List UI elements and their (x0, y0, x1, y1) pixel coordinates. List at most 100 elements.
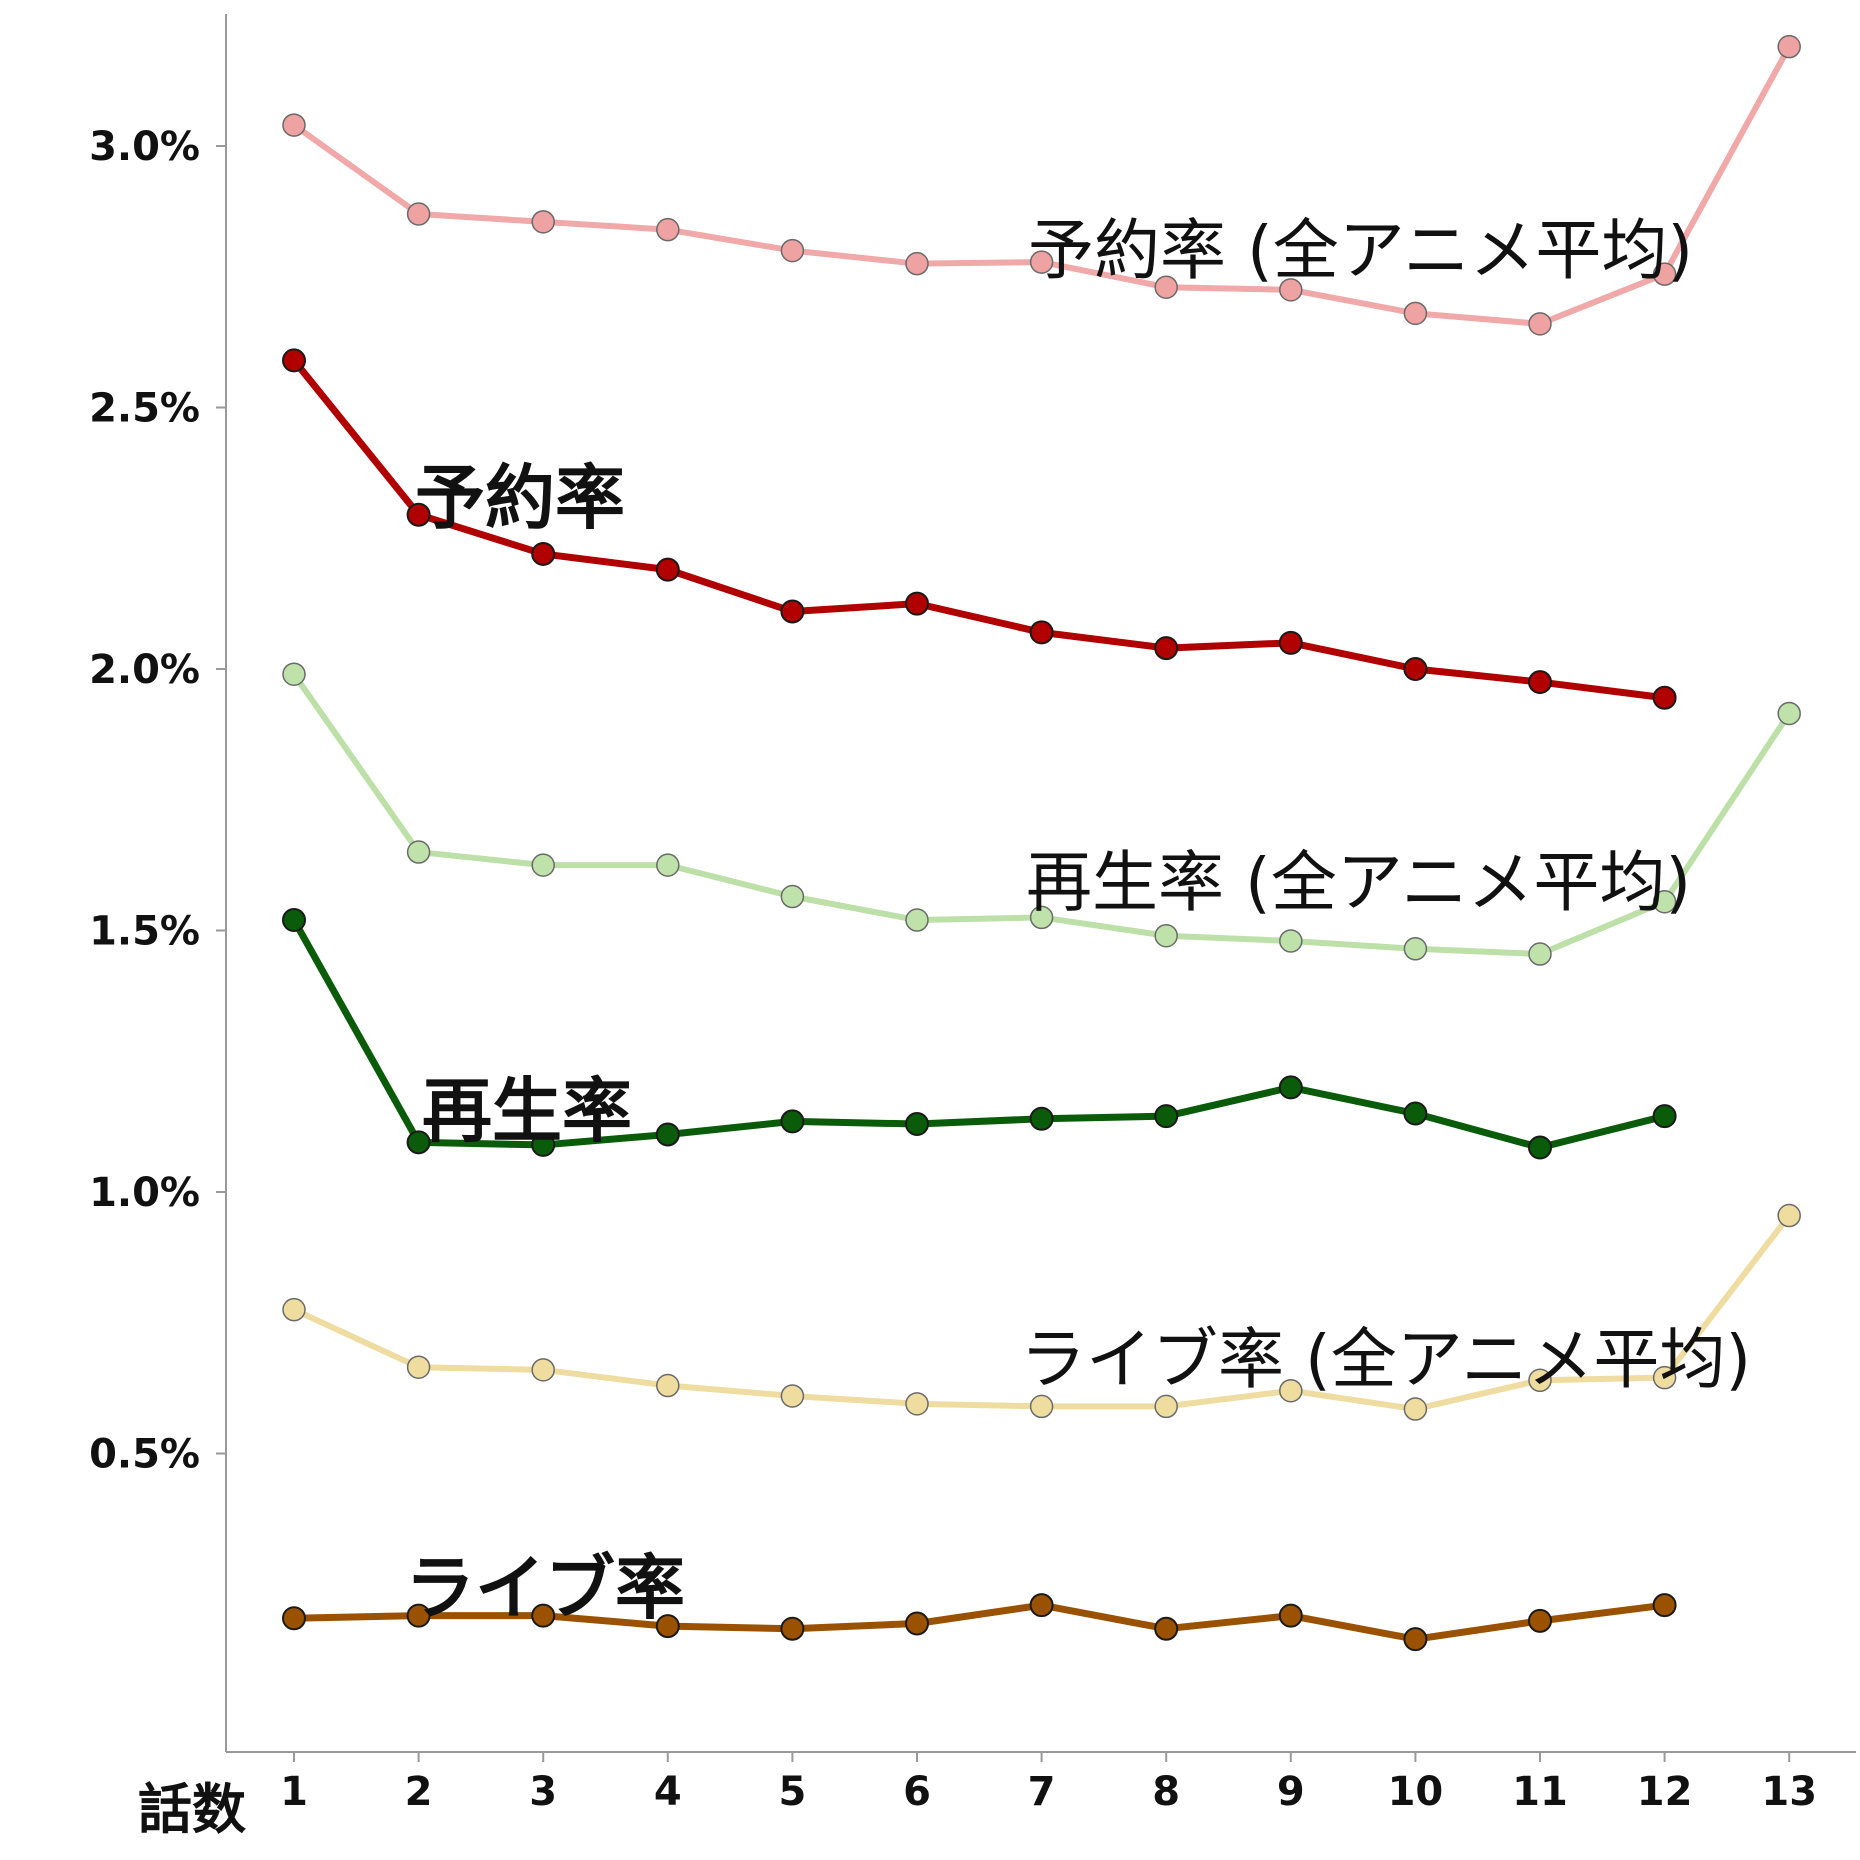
data-point (1652, 1104, 1677, 1129)
y-tick-label: 1.0% (89, 1170, 200, 1216)
data-point (1528, 670, 1552, 695)
data-point (1777, 34, 1801, 59)
y-tick-labels: 0.5% 1.0% 1.5% 2.0% 2.5% 3.0% (89, 124, 226, 1478)
data-point (531, 1132, 556, 1157)
series-line-3 (290, 918, 1666, 1152)
x-axis-label: 話数 (138, 1778, 246, 1841)
data-point (406, 1130, 431, 1155)
data-point (1652, 1365, 1677, 1390)
x-tick-label: 1 (280, 1769, 308, 1815)
data-point (1154, 636, 1179, 661)
data-point (1278, 1075, 1303, 1100)
y-tick-label: 2.5% (89, 386, 200, 432)
data-point (1154, 1616, 1179, 1641)
data-point (655, 1122, 680, 1147)
x-tick-label: 6 (903, 1769, 931, 1815)
data-point (1403, 657, 1428, 681)
data-point (406, 1603, 431, 1628)
data-point (905, 251, 929, 276)
data-point (1528, 942, 1552, 966)
data-point (1652, 1593, 1677, 1618)
data-point (656, 217, 680, 242)
data-point (1652, 685, 1677, 710)
y-tick-label: 0.5% (89, 1432, 200, 1478)
series-line-5 (293, 1601, 1666, 1643)
data-point (282, 1297, 306, 1322)
data-point (1029, 905, 1054, 930)
data-point (531, 1603, 556, 1628)
data-point (780, 1616, 805, 1641)
data-point (1029, 620, 1054, 645)
x-tick-label: 11 (1512, 1769, 1568, 1815)
data-point (1278, 1603, 1303, 1628)
data-point (656, 853, 680, 877)
data-point (780, 238, 805, 263)
series-label-playback: 再生率 (422, 1070, 632, 1152)
series-label-reservation-avg: 予約率 (全アニメ平均) (1028, 212, 1693, 289)
x-tick-labels: 1 2 3 4 5 6 7 8 9 10 11 12 13 (280, 1752, 1817, 1815)
x-tick-label: 2 (405, 1769, 433, 1815)
x-tick-label: 10 (1388, 1769, 1444, 1815)
x-tick-label: 3 (529, 1769, 557, 1815)
data-point (655, 557, 680, 582)
data-point (1154, 1104, 1179, 1129)
data-point (282, 908, 306, 933)
data-point (905, 908, 929, 932)
x-tick-label: 5 (778, 1769, 806, 1815)
data-point (655, 1614, 680, 1639)
y-tick-label: 3.0% (89, 124, 200, 170)
data-point (905, 1392, 929, 1416)
data-point (406, 840, 431, 864)
data-point (531, 210, 555, 234)
series-line-1 (291, 358, 1666, 702)
data-point (1652, 889, 1677, 914)
data-point (1279, 278, 1303, 302)
data-point (406, 202, 431, 226)
data-point (1652, 262, 1677, 286)
data-point (1528, 1608, 1552, 1633)
series-points (282, 34, 1801, 1652)
data-point (1528, 1368, 1552, 1393)
data-point (1403, 301, 1428, 326)
x-tick-label: 13 (1761, 1769, 1817, 1815)
data-point (1154, 275, 1178, 299)
x-tick-label: 4 (654, 1769, 682, 1815)
data-point (1403, 1101, 1428, 1126)
data-point (780, 884, 805, 909)
data-point (1403, 1627, 1428, 1652)
data-point (780, 599, 805, 624)
data-point (406, 502, 431, 527)
data-point (1528, 312, 1552, 336)
data-point (905, 591, 929, 616)
data-point (282, 348, 306, 373)
data-point (1279, 929, 1303, 953)
data-point (282, 1606, 306, 1631)
data-point (1029, 1106, 1054, 1131)
series-label-reservation: 予約率 (415, 457, 625, 539)
data-point (905, 1611, 929, 1636)
data-point (282, 662, 306, 686)
series-label-live: ライブ率 (405, 1547, 685, 1629)
data-point (1154, 923, 1178, 948)
data-point (780, 1109, 805, 1134)
data-point (1528, 1135, 1552, 1160)
data-point (531, 541, 556, 566)
data-point (1029, 1394, 1054, 1419)
data-point (656, 1373, 680, 1398)
x-tick-label: 7 (1028, 1769, 1056, 1815)
data-point (1154, 1394, 1178, 1419)
data-point (282, 113, 306, 137)
data-point (1403, 1397, 1428, 1421)
data-point (780, 1384, 805, 1408)
data-point (531, 1358, 555, 1382)
series-labels: 予約率 (全アニメ平均) 予約率 再生率 (全アニメ平均) 再生率 ライブ率 (… (405, 212, 1751, 1629)
data-point (1029, 250, 1054, 274)
series-label-live-avg: ライブ率 (全アニメ平均) (1020, 1321, 1751, 1398)
data-point (905, 1112, 929, 1137)
data-point (1777, 1203, 1801, 1228)
y-tick-label: 2.0% (89, 647, 200, 693)
x-tick-label: 9 (1277, 1769, 1305, 1815)
series-label-playback-avg: 再生率 (全アニメ平均) (1026, 844, 1691, 921)
data-point (1403, 937, 1428, 961)
